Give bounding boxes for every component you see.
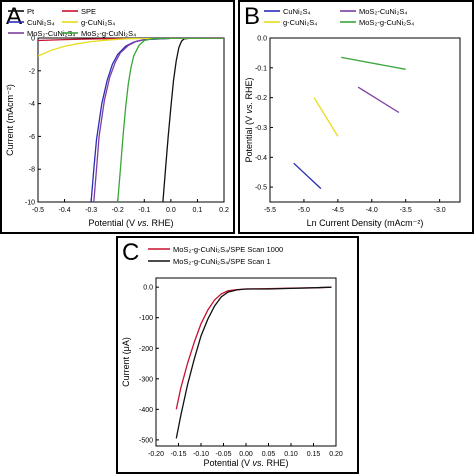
chart-c-canvas: C -0.20 -0.15 -0.10 -0.05 0.00 0.05 0.10 0.15 0.2… xyxy=(121,239,343,468)
x-tick-label: -0.3 xyxy=(85,207,97,214)
x-tick-label: -0.5 xyxy=(32,207,44,214)
x-tick-label: -4.5 xyxy=(332,207,344,214)
y-tick-label: 0.0 xyxy=(143,285,153,292)
x-tick-label: -0.10 xyxy=(193,451,209,458)
plot-area-b xyxy=(269,37,461,203)
y-tick-label: -200 xyxy=(139,346,153,353)
x-tick-label: 0.2 xyxy=(219,207,229,214)
y-tick-label: -100 xyxy=(139,315,153,322)
y-tick-label: -6 xyxy=(29,134,35,141)
legend-entry: MoS₂-g-CuNi₂S₄ xyxy=(81,29,136,38)
chart-b-canvas: B -5.5 -5.0 -4.5 -4.0 -3.5 -3.0 0.0 -0.1 -0.2 -0.3… xyxy=(244,3,461,228)
series-line-3 xyxy=(313,97,339,137)
x-tick-label: -0.1 xyxy=(138,207,150,214)
panel-a: A -0.5 -0.4 -0.3 -0.2 -0.1 0.0 0.1 0.2 0 -2 -4 -6 -8 -… xyxy=(0,0,235,234)
x-tick-label: 0.15 xyxy=(307,451,321,458)
x-tick-label: -0.05 xyxy=(216,451,232,458)
legend-entry: MoS₂-g-CuNi₂S₄/SPE Scan 1000 xyxy=(173,245,283,254)
legend-entry: CuNi₂S₄ xyxy=(283,7,311,16)
x-tick-label: -0.4 xyxy=(59,207,71,214)
legend-entry: MoS₂-g-CuNi₂S₄ xyxy=(359,18,414,27)
y-tick-label: -10 xyxy=(25,200,35,207)
plot-area-c xyxy=(155,277,337,447)
x-tick-label: -0.15 xyxy=(171,451,187,458)
x-axis-label: Ln Current Density (mAcm⁻²) xyxy=(307,218,424,228)
x-tick-label: -5.0 xyxy=(298,207,310,214)
y-tick-label: -500 xyxy=(139,437,153,444)
x-tick-label: -0.2 xyxy=(112,207,124,214)
y-tick-label: -0.1 xyxy=(255,65,267,72)
y-tick-label: -0.2 xyxy=(255,95,267,102)
y-tick-label: -2 xyxy=(29,68,35,75)
panel-c: C -0.20 -0.15 -0.10 -0.05 0.00 0.05 0.10 0.15 0.2… xyxy=(116,236,359,474)
series-line-2 xyxy=(357,86,400,114)
x-tick-label: 0.0 xyxy=(166,207,176,214)
y-axis-label: Current (mAcm⁻²) xyxy=(5,84,15,156)
x-tick-label: 0.1 xyxy=(193,207,203,214)
y-tick-label: -300 xyxy=(139,376,153,383)
legend-entry: MoS₂-g-CuNi₂S₄/SPE Scan 1 xyxy=(173,257,271,266)
x-axis-label: Potential (V vs. RHE) xyxy=(88,218,173,228)
y-tick-label: -4 xyxy=(29,101,35,108)
y-axis-label: Potential (V vs. RHE) xyxy=(244,77,254,162)
y-tick-label: -0.3 xyxy=(255,125,267,132)
series-line-2 xyxy=(90,38,224,202)
legend-entry: CuNi₂S₄ xyxy=(27,18,55,27)
panel-b: B -5.5 -5.0 -4.5 -4.0 -3.5 -3.0 0.0 -0.1 -0.2 -0.3… xyxy=(238,0,474,234)
panel-label-c: C xyxy=(122,239,139,266)
series-line-5 xyxy=(38,38,224,57)
x-axis-label: Potential (V vs. RHE) xyxy=(203,458,288,468)
y-tick-label: 0 xyxy=(31,36,35,43)
series-line-2 xyxy=(175,286,332,439)
series-line-6 xyxy=(117,38,224,202)
y-tick-label: -0.5 xyxy=(255,185,267,192)
x-tick-label: -4.0 xyxy=(366,207,378,214)
y-tick-label: -0.4 xyxy=(255,155,267,162)
legend-entry: MoS₂-CuNi₂S₄ xyxy=(27,29,75,38)
y-tick-label: -8 xyxy=(29,167,35,174)
y-axis-label: Current (μA) xyxy=(121,337,131,387)
plot-area-a xyxy=(37,37,225,203)
series-line-1 xyxy=(293,162,322,190)
panel-label-b: B xyxy=(244,3,260,30)
x-tick-label: -0.20 xyxy=(148,451,164,458)
panel-label-a: A xyxy=(6,3,22,30)
legend-entry: g-CuNi₂S₄ xyxy=(81,18,115,27)
chart-a-canvas: A -0.5 -0.4 -0.3 -0.2 -0.1 0.0 0.1 0.2 0 -2 -4 -6 -8 -… xyxy=(5,3,229,228)
x-tick-label: 0.00 xyxy=(239,451,253,458)
x-tick-label: 0.20 xyxy=(329,451,343,458)
x-tick-label: -3.5 xyxy=(400,207,412,214)
legend-entry: g-CuNi₂S₄ xyxy=(283,18,317,27)
legend-entry: SPE xyxy=(81,7,96,16)
x-tick-label: -3.0 xyxy=(434,207,446,214)
y-tick-label: -400 xyxy=(139,407,153,414)
x-tick-label: 0.05 xyxy=(262,451,276,458)
legend-entry: Pt xyxy=(27,7,35,16)
x-tick-label: 0.10 xyxy=(284,451,298,458)
x-tick-label: -5.5 xyxy=(264,207,276,214)
series-line-1 xyxy=(175,286,332,410)
series-line-4 xyxy=(341,56,406,70)
y-tick-label: 0.0 xyxy=(257,36,267,43)
series-line-1 xyxy=(162,38,224,202)
legend-entry: MoS₂-CuNi₂S₄ xyxy=(359,7,407,16)
